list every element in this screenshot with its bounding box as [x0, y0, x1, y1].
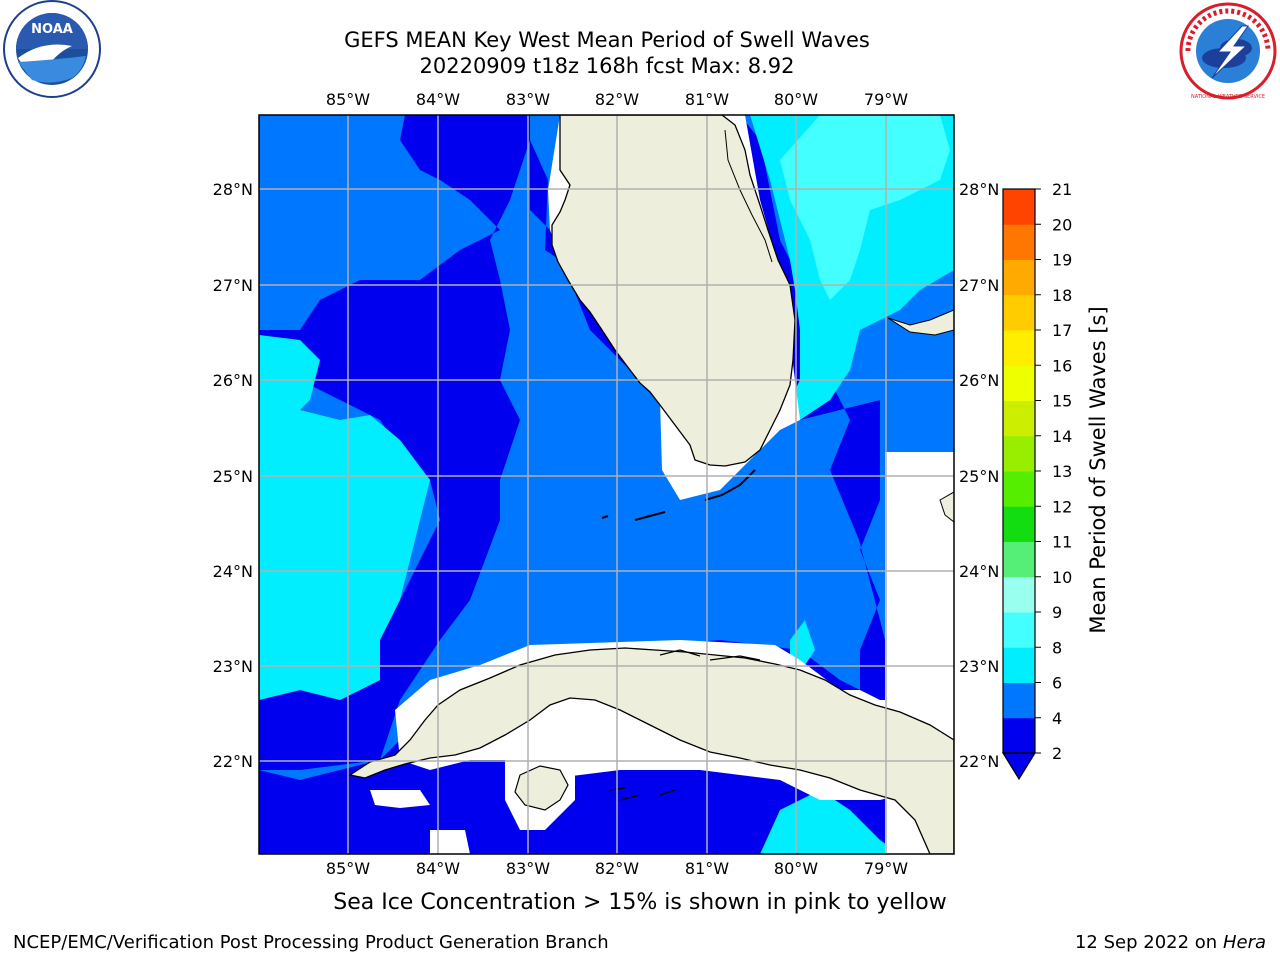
swell-band-6-8-west — [259, 335, 430, 700]
colorbar-segment — [1003, 612, 1035, 648]
colorbar-segment — [1003, 294, 1035, 331]
colorbar-segment — [1003, 541, 1035, 578]
map-area — [259, 115, 954, 854]
cuba-cays — [609, 649, 761, 801]
colorbar-segment — [1003, 189, 1035, 225]
colorbar-tick-label: 12 — [1052, 497, 1072, 516]
lat-tick-right: 25°N — [959, 467, 999, 486]
florida-coast-detail — [724, 129, 773, 263]
lat-tick-left: 28°N — [213, 180, 253, 199]
colorbar-tick-label: 8 — [1052, 638, 1062, 657]
lon-tick-top: 85°W — [326, 90, 370, 109]
colorbar — [1003, 189, 1035, 754]
lat-tick-right: 22°N — [959, 752, 999, 771]
sea-ice-note: Sea Ice Concentration > 15% is shown in … — [333, 890, 947, 915]
lon-tick-bottom: 85°W — [326, 859, 370, 878]
colorbar-tick-label: 15 — [1052, 392, 1072, 411]
footer-date: 12 Sep 2022 on Hera — [1075, 932, 1266, 953]
colorbar-segment — [1003, 682, 1035, 719]
colorbar-segment — [1003, 400, 1035, 437]
lon-tick-top: 84°W — [416, 90, 460, 109]
no-data-area-sw2 — [430, 830, 470, 854]
colorbar-tick-label: 21 — [1052, 180, 1072, 199]
colorbar-segment — [1003, 435, 1035, 472]
footer-branch: NCEP/EMC/Verification Post Processing Pr… — [13, 932, 609, 953]
lon-tick-top: 81°W — [685, 90, 729, 109]
lat-tick-left: 26°N — [213, 371, 253, 390]
nws-logo: NATIONAL WEATHER SERVICE — [1179, 2, 1277, 100]
lon-tick-top: 82°W — [595, 90, 639, 109]
colorbar-tick-label: 13 — [1052, 462, 1072, 481]
map-frame — [258, 114, 955, 855]
colorbar-tick-label: 17 — [1052, 321, 1072, 340]
bahamas-land — [887, 309, 954, 523]
colorbar-tick-label: 20 — [1052, 215, 1072, 234]
map-subtitle: 20220909 t18z 168h fcst Max: 8.92 — [419, 54, 795, 78]
colorbar-segment — [1003, 330, 1035, 366]
colorbar-segment — [1003, 717, 1035, 754]
lat-tick-left: 22°N — [213, 752, 253, 771]
colorbar-extend-arrow — [1001, 752, 1037, 781]
swell-band-8-9 — [780, 115, 950, 300]
lon-tick-top: 83°W — [506, 90, 550, 109]
noaa-logo-text: NOAA — [31, 22, 73, 37]
lat-tick-right: 23°N — [959, 657, 999, 676]
lat-tick-right: 27°N — [959, 276, 999, 295]
nws-logo-text: NATIONAL WEATHER SERVICE — [1191, 94, 1265, 100]
colorbar-tick-label: 19 — [1052, 251, 1072, 270]
lon-tick-top: 80°W — [774, 90, 818, 109]
colorbar-segment — [1003, 471, 1035, 507]
colorbar-segment — [1003, 647, 1035, 683]
lon-tick-bottom: 81°W — [685, 859, 729, 878]
colorbar-tick-label: 11 — [1052, 533, 1072, 552]
florida-keys — [601, 469, 756, 521]
colorbar-segment — [1003, 224, 1035, 260]
colorbar-tick-label: 9 — [1052, 603, 1062, 622]
lat-tick-right: 24°N — [959, 562, 999, 581]
map-title: GEFS MEAN Key West Mean Period of Swell … — [344, 28, 870, 52]
lon-tick-bottom: 82°W — [595, 859, 639, 878]
footer-machine: Hera — [1222, 932, 1266, 953]
no-data-area-sw — [370, 790, 430, 808]
lat-tick-right: 26°N — [959, 371, 999, 390]
lon-tick-top: 79°W — [864, 90, 908, 109]
colorbar-tick-label: 18 — [1052, 286, 1072, 305]
footer-date-text: 12 Sep 2022 on — [1074, 932, 1218, 953]
colorbar-label: Mean Period of Swell Waves [s] — [1086, 306, 1110, 634]
lon-tick-bottom: 84°W — [416, 859, 460, 878]
lon-tick-bottom: 83°W — [506, 859, 550, 878]
lon-tick-bottom: 80°W — [774, 859, 818, 878]
lat-tick-left: 23°N — [213, 657, 253, 676]
colorbar-segment — [1003, 259, 1035, 296]
lat-tick-left: 27°N — [213, 276, 253, 295]
colorbar-segment — [1003, 365, 1035, 401]
colorbar-tick-label: 14 — [1052, 427, 1072, 446]
swell-band-6-8-south — [760, 790, 900, 854]
colorbar-tick-label: 4 — [1052, 709, 1062, 728]
florida-land — [551, 115, 796, 467]
colorbar-segment — [1003, 576, 1035, 613]
colorbar-tick-label: 6 — [1052, 674, 1062, 693]
colorbar-tick-label: 2 — [1052, 744, 1062, 763]
map-gridlines — [259, 115, 954, 854]
lat-tick-left: 24°N — [213, 562, 253, 581]
lon-tick-bottom: 79°W — [864, 859, 908, 878]
colorbar-ticks: 2 4 6 8 9 10 11 12 13 14 15 16 17 18 19 20 21 — [1035, 180, 1072, 763]
noaa-logo: NOAA — [3, 0, 101, 98]
lat-tick-right: 28°N — [959, 180, 999, 199]
cuba-land — [348, 647, 954, 854]
colorbar-tick-label: 16 — [1052, 356, 1072, 375]
colorbar-segment — [1003, 506, 1035, 542]
colorbar-tick-label: 10 — [1052, 568, 1072, 587]
lat-tick-left: 25°N — [213, 467, 253, 486]
